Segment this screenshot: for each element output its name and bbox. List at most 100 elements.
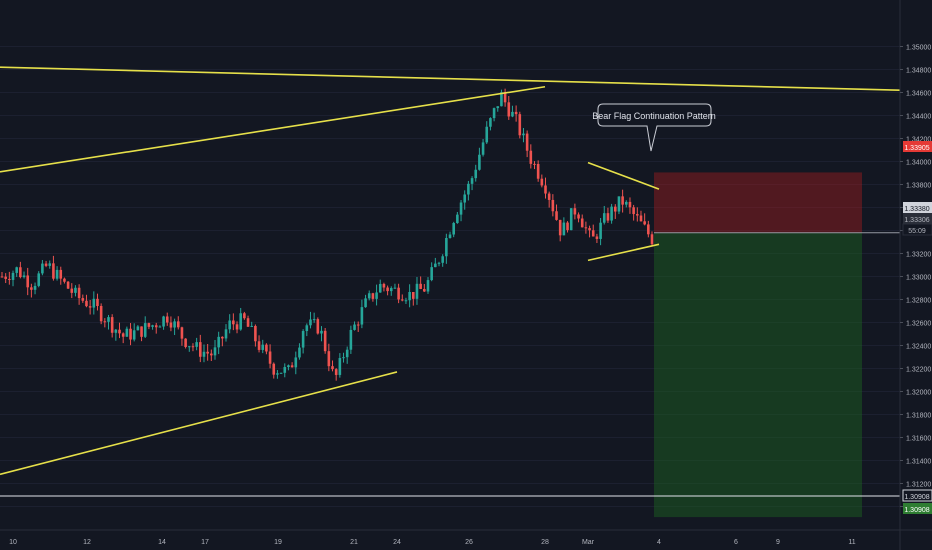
- x-tick-label: 24: [393, 539, 401, 546]
- candle-body: [485, 126, 489, 143]
- candle-body: [121, 333, 125, 337]
- candles: [0, 88, 654, 381]
- candle-body: [389, 288, 393, 292]
- candle-body: [632, 207, 635, 215]
- candle-body: [125, 328, 129, 337]
- y-tick-label: 1.34400: [906, 114, 931, 121]
- y-tick-label: 1.32200: [906, 367, 931, 374]
- candle-body: [312, 319, 316, 321]
- candle-body: [500, 92, 503, 107]
- candle-body: [375, 292, 378, 299]
- candle-body: [492, 108, 496, 119]
- price-tag-stop-text: 1.33905: [904, 145, 929, 152]
- candle-body: [250, 325, 254, 327]
- y-tick-label: 1.34600: [906, 91, 931, 98]
- candle-body: [474, 169, 478, 179]
- y-tick-label: 1.32600: [906, 321, 931, 328]
- candle-body: [176, 321, 180, 328]
- candle-body: [169, 322, 173, 328]
- candle-body: [360, 307, 364, 325]
- trendline-flag-bottom: [587, 243, 660, 262]
- y-tick-label: 1.31400: [906, 459, 931, 466]
- y-tick-label: 1.32000: [906, 390, 931, 397]
- candle-body: [514, 111, 518, 115]
- candle-body: [613, 206, 617, 212]
- candle-body: [650, 234, 654, 245]
- candle-body: [81, 298, 85, 301]
- candle-body: [489, 118, 492, 127]
- candle-body: [316, 319, 320, 334]
- candle-body: [151, 325, 154, 327]
- x-tick-label: 21: [350, 539, 358, 546]
- candle-body: [268, 351, 272, 364]
- candle-body: [4, 276, 7, 279]
- candle-body: [544, 185, 547, 194]
- x-tick-label: 26: [465, 539, 473, 546]
- price-tag-target: 1.30908: [903, 503, 932, 514]
- candle-body: [92, 298, 96, 308]
- price-tag-last: 1.33306: [903, 213, 932, 224]
- annotation-box: [597, 103, 712, 152]
- candle-body: [338, 358, 342, 375]
- x-tick-label: 12: [83, 539, 91, 546]
- candle-body: [30, 287, 33, 290]
- candle-body: [647, 224, 650, 235]
- candle-body: [643, 221, 646, 225]
- candle-body: [74, 287, 77, 293]
- candle-body: [426, 280, 430, 292]
- candle-body: [48, 263, 52, 266]
- candle-body: [114, 329, 118, 333]
- price-tag-entry: 1.33380: [903, 202, 932, 213]
- candle-body: [547, 193, 551, 200]
- x-tick-label: 9: [776, 539, 780, 546]
- candle-body: [55, 269, 59, 279]
- y-tick-label: 1.33200: [906, 252, 931, 259]
- candle-body: [470, 178, 474, 184]
- candle-body: [210, 353, 213, 356]
- candle-body: [8, 278, 11, 280]
- candle-body: [246, 318, 250, 327]
- candle-body: [562, 222, 566, 236]
- candle-body: [419, 283, 422, 289]
- annotation-callout[interactable]: Bear Flag Continuation Pattern: [592, 103, 716, 152]
- take-profit-zone: [654, 232, 862, 518]
- trendline-channel-bottom: [0, 371, 398, 476]
- candle-body: [99, 305, 103, 322]
- candle-body: [566, 222, 569, 231]
- candle-body: [558, 219, 562, 236]
- candle-body: [533, 163, 536, 165]
- candle-body: [257, 341, 261, 350]
- x-tick-label: 4: [657, 539, 661, 546]
- candle-body: [423, 288, 426, 292]
- candle-body: [96, 298, 99, 306]
- candle-body: [52, 263, 55, 279]
- candle-body: [11, 272, 15, 280]
- candle-body: [235, 324, 239, 330]
- candle-body: [191, 346, 195, 348]
- x-tick-label: Mar: [582, 539, 595, 546]
- time-axis[interactable]: 10 12 14 17 19 21 24 26 28 Mar 4 6 9 11: [9, 539, 856, 546]
- candle-body: [320, 330, 323, 334]
- candle-body: [327, 351, 331, 367]
- candle-body: [404, 300, 408, 302]
- candle-body: [367, 293, 371, 299]
- candle-body: [228, 320, 231, 330]
- candle-body: [599, 222, 602, 239]
- x-tick-label: 17: [201, 539, 209, 546]
- candle-body: [33, 285, 37, 290]
- candle-body: [382, 283, 386, 288]
- candle-body: [118, 329, 121, 334]
- candle-body: [434, 263, 437, 268]
- candle-body: [154, 325, 158, 328]
- candle-body: [158, 326, 162, 328]
- candle-body: [199, 342, 202, 357]
- candle-body: [88, 306, 92, 308]
- candle-body: [610, 206, 613, 221]
- candle-body: [456, 214, 459, 224]
- candle-body: [224, 329, 228, 339]
- candle-body: [0, 276, 4, 278]
- y-tick-label: 1.31200: [906, 482, 931, 489]
- candle-body: [588, 228, 591, 231]
- candle-body: [162, 316, 165, 327]
